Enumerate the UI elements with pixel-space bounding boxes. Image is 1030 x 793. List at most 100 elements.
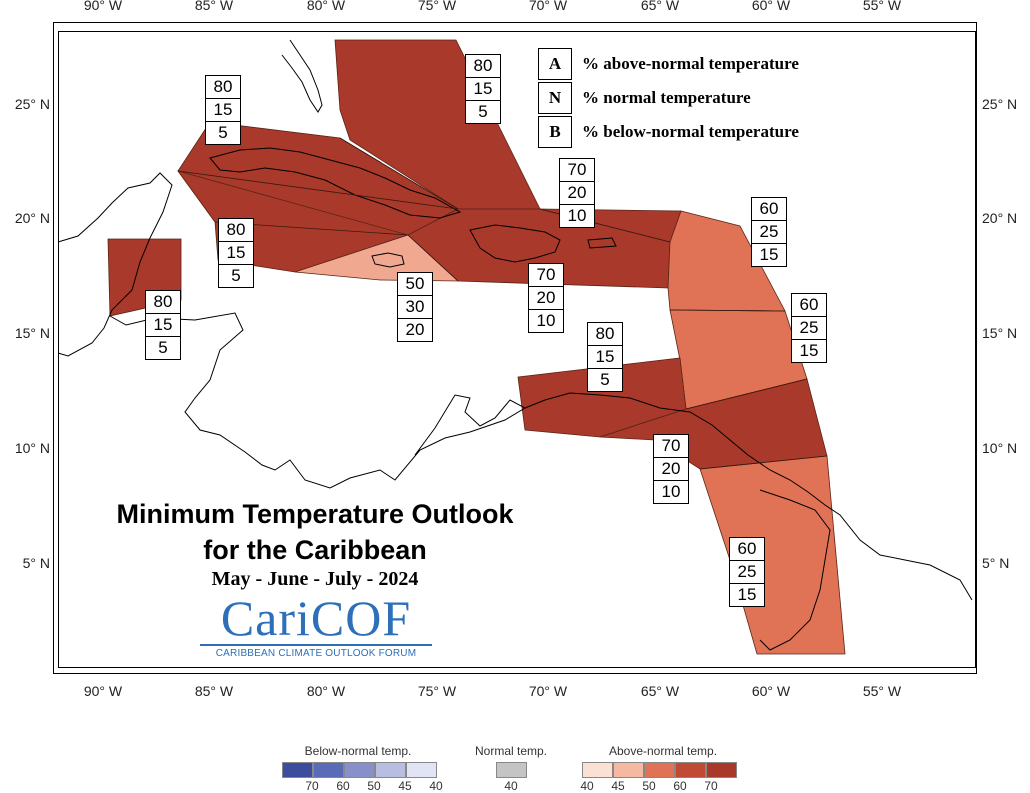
colorbar-tick: 40: [429, 779, 443, 793]
colorbar-segment: [706, 762, 737, 778]
colorbar-tick: 50: [642, 779, 656, 793]
lon-tick: 70° W: [528, 683, 568, 699]
forecast-period: May - June - July - 2024: [211, 568, 419, 590]
region-border: [669, 309, 786, 312]
caricof-logo: CariCOF CARIBBEAN CLIMATE OUTLOOK FORUM: [198, 592, 434, 659]
lon-tick: 75° W: [417, 683, 457, 699]
prob-normal: 30: [398, 296, 432, 319]
prob-above: 60: [730, 538, 764, 561]
colorbar-below-title: Below-normal temp.: [304, 744, 412, 758]
lon-tick: 65° W: [640, 683, 680, 699]
lat-tick: 15° N: [14, 325, 50, 341]
prob-below: 5: [478, 102, 488, 121]
colorbar-segment: [313, 762, 344, 778]
colorbar-above-title: Above-normal temp.: [608, 744, 718, 758]
prob-below: 15: [799, 341, 819, 360]
coastline-hispaniola: [469, 224, 561, 263]
prob-below: 10: [661, 482, 681, 501]
prob-box-abc-islands: 80 15 5: [587, 322, 623, 392]
prob-normal: 25: [792, 317, 826, 340]
lat-tick: 20° N: [982, 210, 1018, 226]
lon-tick: 85° W: [194, 683, 234, 699]
prob-above: 60: [792, 294, 826, 317]
prob-below: 15: [737, 585, 757, 604]
colorbar-segment: [582, 762, 613, 778]
colorbar-tick: 50: [367, 779, 381, 793]
prob-box-hispaniola: 70 20 10: [528, 263, 564, 333]
map-inner-border: [58, 31, 976, 668]
prob-above: 80: [146, 291, 180, 314]
legend-key: N: [538, 82, 572, 114]
colorbar-segment: [644, 762, 675, 778]
colorbar-segment: [282, 762, 313, 778]
prob-box-puerto-rico: 70 20 10: [559, 158, 595, 228]
prob-below: 5: [231, 266, 241, 285]
lon-tick: 70° W: [528, 0, 568, 13]
lat-tick: 20° N: [14, 210, 50, 226]
prob-box-trinidad: 70 20 10: [653, 434, 689, 504]
prob-box-leeward: 60 25 15: [751, 197, 787, 267]
prob-box-windward: 60 25 15: [791, 293, 827, 363]
prob-above: 80: [588, 323, 622, 346]
lon-tick: 60° W: [751, 683, 791, 699]
probability-legend: A % above-normal temperature N % normal …: [538, 47, 838, 149]
region-border: [177, 170, 459, 210]
colorbar-segment: [496, 762, 527, 778]
lon-tick: 65° W: [640, 0, 680, 13]
coastline-cuba: [209, 147, 462, 219]
region-border: [407, 234, 459, 282]
colorbar-tick: 45: [398, 779, 412, 793]
lat-tick: 25° N: [14, 96, 50, 112]
prob-below: 10: [536, 311, 556, 330]
prob-box-belize: 80 15 5: [145, 290, 181, 360]
lat-tick: 5° N: [22, 555, 50, 571]
prob-above: 80: [219, 219, 253, 242]
prob-above: 70: [529, 264, 563, 287]
lon-tick: 90° W: [83, 0, 123, 13]
colorbar-segment: [375, 762, 406, 778]
logo-subtitle: CARIBBEAN CLIMATE OUTLOOK FORUM: [215, 648, 417, 659]
map-title: Minimum Temperature Outlook for the Cari…: [60, 496, 570, 568]
prob-above: 80: [466, 55, 500, 78]
legend-description: % above-normal temperature: [582, 54, 799, 73]
lon-tick: 55° W: [862, 0, 902, 13]
lat-tick: 10° N: [982, 440, 1018, 456]
legend-row-below: B % below-normal temperature: [538, 115, 838, 149]
lat-tick: 5° N: [982, 555, 1010, 571]
prob-above: 80: [206, 76, 240, 99]
colorbar-tick: 40: [580, 779, 594, 793]
region-border: [699, 455, 828, 470]
coastline-south-america: [524, 392, 973, 601]
colorbar-tick: 45: [611, 779, 625, 793]
legend-key: A: [538, 48, 572, 80]
prob-below: 5: [158, 338, 168, 357]
legend-key: B: [538, 116, 572, 148]
lon-tick: 75° W: [417, 0, 457, 13]
prob-below: 5: [600, 370, 610, 389]
lat-tick: 15° N: [982, 325, 1018, 341]
colorbar-tick: 60: [336, 779, 350, 793]
lon-tick: 90° W: [83, 683, 123, 699]
prob-above: 70: [560, 159, 594, 182]
legend-row-above: A % above-normal temperature: [538, 47, 838, 81]
prob-above: 60: [752, 198, 786, 221]
prob-box-jamaica: 50 30 20: [397, 272, 433, 342]
prob-box-bahamas: 80 15 5: [465, 54, 501, 124]
coastline-florida: [281, 39, 323, 113]
coastline-jamaica: [371, 252, 405, 268]
prob-normal: 25: [730, 561, 764, 584]
region-border: [339, 137, 459, 210]
prob-normal: 20: [560, 182, 594, 205]
lon-tick: 85° W: [194, 0, 234, 13]
prob-normal: 15: [146, 314, 180, 337]
lon-tick: 60° W: [751, 0, 791, 13]
lat-tick: 10° N: [14, 440, 50, 456]
prob-below: 15: [759, 245, 779, 264]
prob-below: 5: [218, 123, 228, 142]
logo-divider: [200, 644, 432, 646]
colorbar-normal-title: Normal temp.: [474, 744, 548, 758]
coastline-guianas: [759, 489, 831, 651]
region-border: [685, 378, 808, 410]
title-line-1: Minimum Temperature Outlook: [116, 499, 514, 529]
colorbar-segment: [675, 762, 706, 778]
